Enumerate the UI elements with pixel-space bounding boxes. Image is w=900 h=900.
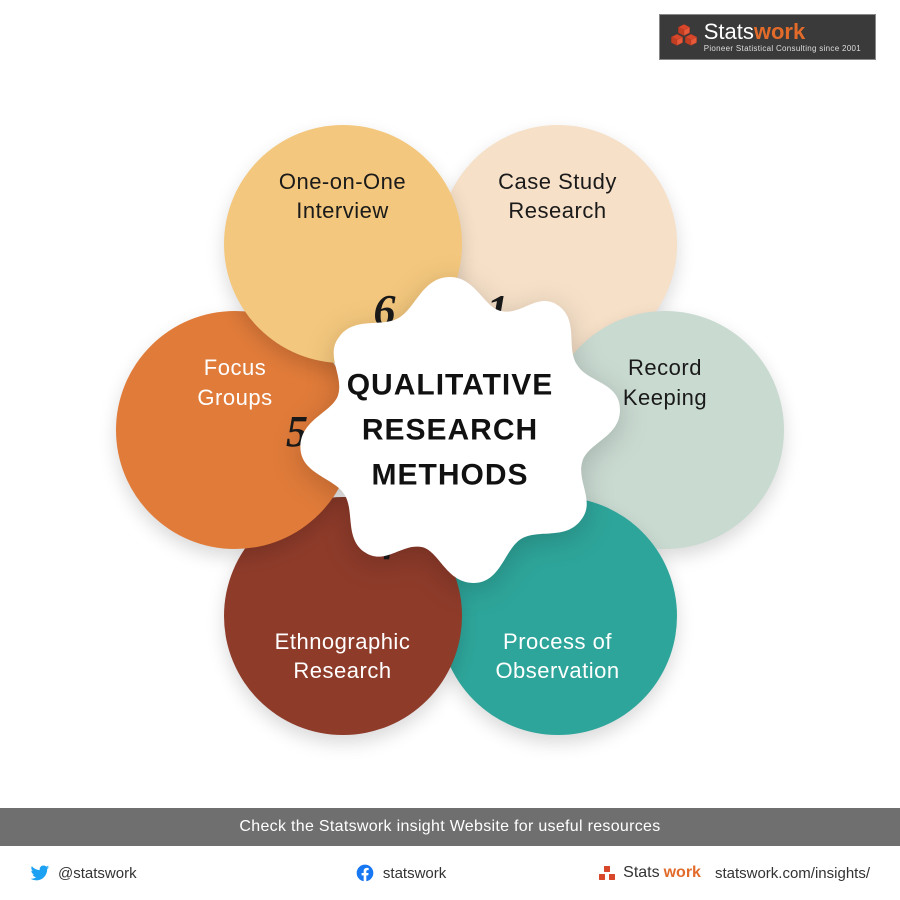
petal-label: One-on-OneInterview: [279, 167, 406, 226]
center-title-line3: METHODS: [347, 453, 554, 498]
center-title: QUALITATIVE RESEARCH METHODS: [347, 363, 554, 498]
mini-cubes-icon: [597, 864, 615, 882]
diagram-stage: Case StudyResearch1RecordKeeping2Process…: [0, 70, 900, 790]
petal-label: Process ofObservation: [495, 627, 619, 686]
petal-label: EthnographicResearch: [275, 627, 411, 686]
mini-logo-text: Stats work: [623, 864, 701, 882]
brand-logo-text: Statswork Pioneer Statistical Consulting…: [704, 21, 861, 53]
facebook-handle: statswork: [383, 865, 446, 882]
footer-facebook: statswork: [277, 863, 524, 883]
brand-name-part2: work: [754, 19, 805, 44]
twitter-handle: @statswork: [58, 865, 137, 882]
twitter-icon: [30, 863, 50, 883]
brand-cubes-icon: [670, 23, 698, 51]
footer: @statswork statswork Stats work statswork…: [0, 846, 900, 900]
petal-label: FocusGroups: [197, 353, 272, 412]
cta-banner-text: Check the Statswork insight Website for …: [239, 818, 660, 835]
facebook-icon: [355, 863, 375, 883]
site-url: statswork.com/insights/: [715, 865, 870, 882]
center-title-line2: RESEARCH: [347, 408, 554, 453]
mini-brand-part1: Stats: [623, 864, 659, 882]
brand-logo-box: Statswork Pioneer Statistical Consulting…: [659, 14, 876, 60]
mini-brand-part2: work: [664, 864, 701, 882]
brand-tagline: Pioneer Statistical Consulting since 200…: [704, 45, 861, 53]
center-title-line1: QUALITATIVE: [347, 363, 554, 408]
petal-label: RecordKeeping: [623, 353, 707, 412]
cta-banner: Check the Statswork insight Website for …: [0, 808, 900, 846]
brand-name-part1: Stats: [704, 19, 754, 44]
petal-label: Case StudyResearch: [498, 167, 617, 226]
footer-twitter: @statswork: [30, 863, 277, 883]
footer-site: Stats work statswork.com/insights/: [524, 864, 870, 882]
